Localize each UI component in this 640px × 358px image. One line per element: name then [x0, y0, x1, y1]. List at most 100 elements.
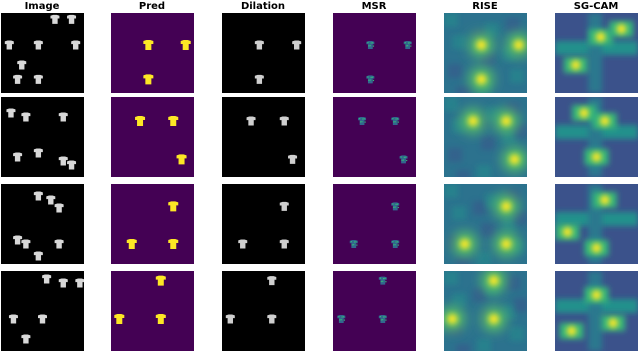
dilated-item — [279, 116, 289, 126]
clothing-item — [54, 239, 64, 249]
image-panel — [444, 13, 527, 93]
dilated-item — [292, 40, 302, 50]
heat-noise — [510, 69, 524, 83]
heat-noise — [506, 18, 520, 32]
heat-peak — [459, 239, 470, 249]
heat-peak — [513, 40, 524, 50]
heat-peak — [591, 152, 602, 162]
heat-noise — [514, 298, 527, 312]
heat-peak — [599, 195, 610, 205]
heat-band — [588, 13, 603, 93]
image-panel — [444, 271, 527, 351]
panel-background — [333, 13, 416, 93]
image-panel — [333, 271, 416, 351]
clothing-item — [50, 14, 60, 24]
image-panel — [222, 13, 305, 93]
panel-background — [333, 271, 416, 351]
image-panel — [111, 13, 194, 93]
heat-noise — [456, 344, 470, 351]
clothing-item — [17, 60, 27, 70]
heat-peak — [488, 275, 499, 286]
heat-noise — [477, 252, 491, 264]
saliency-speck — [385, 281, 387, 283]
dilated-item — [254, 40, 264, 50]
heat-peak — [599, 116, 610, 126]
heat-peak — [476, 74, 487, 85]
dilated-item — [225, 314, 235, 324]
clothing-item — [13, 152, 23, 162]
image-panel — [222, 271, 305, 351]
saliency-speck — [368, 79, 370, 81]
saliency-speck — [364, 121, 366, 123]
heat-peak — [608, 318, 619, 328]
heat-noise — [452, 206, 466, 220]
saliency-speck — [383, 316, 385, 318]
heat-noise — [473, 201, 487, 215]
heat-noise — [514, 211, 527, 225]
column-title: Pred — [139, 1, 165, 12]
image-panel — [222, 184, 305, 264]
image-panel — [555, 184, 638, 264]
column-title: Dilation — [241, 1, 285, 12]
dilated-item — [267, 314, 277, 324]
image-panel — [444, 97, 527, 177]
saliency-speck — [353, 244, 355, 246]
clothing-item — [21, 112, 31, 122]
predicted-region — [180, 40, 191, 50]
heat-noise — [444, 184, 458, 198]
heat-peak — [488, 314, 499, 324]
clothing-item — [58, 112, 68, 122]
saliency-speck — [367, 42, 369, 44]
clothing-item — [42, 274, 52, 284]
heat-peak — [501, 201, 512, 212]
image-panel — [1, 13, 84, 93]
clothing-item — [33, 251, 43, 261]
heat-noise — [502, 218, 516, 232]
saliency-speck — [394, 121, 396, 123]
heat-noise — [485, 23, 499, 37]
predicted-region — [143, 74, 154, 85]
heat-peak — [476, 40, 487, 50]
predicted-region — [135, 116, 146, 126]
saliency-speck — [359, 121, 362, 123]
predicted-region — [114, 314, 125, 324]
saliency-speck — [369, 45, 371, 47]
saliency-speck — [343, 319, 345, 321]
clothing-item — [46, 195, 56, 205]
saliency-speck — [396, 203, 399, 205]
dilated-item — [288, 154, 298, 164]
clothing-item — [33, 191, 43, 201]
panel-background — [222, 13, 305, 93]
predicted-region — [168, 201, 179, 212]
clothing-item — [71, 40, 81, 50]
saliency-speck — [382, 280, 384, 282]
heat-peak — [616, 24, 627, 34]
dilated-item — [279, 239, 289, 249]
column-title: RISE — [472, 1, 498, 12]
panel-background — [222, 271, 305, 351]
clothing-item — [33, 40, 43, 50]
saliency-speck — [379, 316, 381, 318]
saliency-speck — [397, 244, 399, 246]
image-panel — [555, 271, 638, 351]
dilated-item — [279, 201, 289, 211]
clothing-item — [33, 74, 43, 84]
image-panel — [1, 271, 84, 351]
column-title: SG-CAM — [574, 1, 619, 12]
heat-noise — [444, 97, 458, 111]
heat-noise — [452, 35, 466, 49]
saliency-speck — [403, 156, 405, 158]
saliency-speck — [380, 319, 382, 321]
heat-band — [588, 271, 603, 351]
image-panel — [222, 97, 305, 177]
saliency-speck — [351, 244, 353, 246]
saliency-speck — [404, 42, 406, 44]
heat-peak — [562, 227, 573, 237]
saliency-speck — [407, 45, 409, 47]
clothing-item — [54, 203, 64, 213]
predicted-region — [168, 239, 179, 249]
heat-peak — [501, 239, 512, 249]
clothing-item — [13, 74, 23, 84]
saliency-speck — [368, 45, 370, 47]
dilated-item — [267, 276, 277, 286]
